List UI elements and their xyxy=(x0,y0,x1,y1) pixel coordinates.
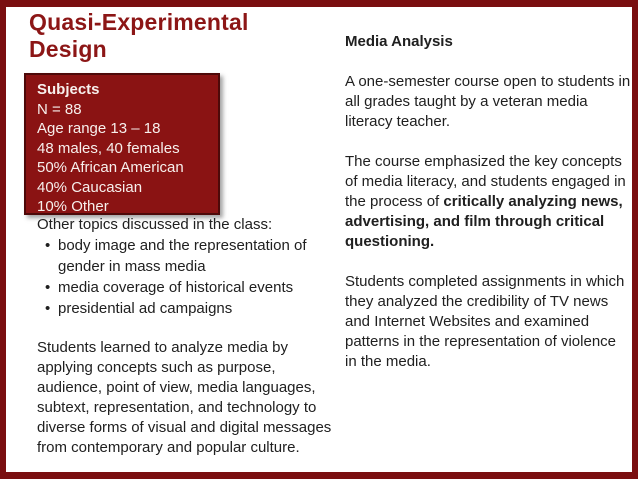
subjects-box: Subjects N = 88 Age range 13 – 18 48 mal… xyxy=(24,73,220,215)
topic-item: • body image and the representation of g… xyxy=(37,235,339,277)
topic-item-label: presidential ad campaigns xyxy=(58,300,233,317)
right-paragraph-2-bold: critically analyzing news, advertising, … xyxy=(345,193,623,250)
right-paragraph-2-normal: The course emphasized the key concepts o… xyxy=(345,153,626,210)
topics-section: Other topics discussed in the class: • b… xyxy=(37,214,339,319)
subjects-line: 10% Other xyxy=(37,198,109,215)
topic-item-label: body image and the representation of gen… xyxy=(58,237,307,275)
topic-item-label: media coverage of historical events xyxy=(58,279,294,296)
media-analysis-heading: Media Analysis xyxy=(345,33,453,50)
subjects-line: 40% Caucasian xyxy=(37,178,143,196)
subjects-line: 50% African American xyxy=(37,159,184,176)
bullet-icon: • xyxy=(45,237,51,254)
subjects-line: 48 males, 40 females xyxy=(37,139,180,157)
subjects-heading: Subjects xyxy=(37,81,100,98)
bullet-icon: • xyxy=(45,279,51,296)
right-paragraph-1: A one-semester course open to students i… xyxy=(345,73,631,130)
right-paragraph-3: Students completed assignments in which … xyxy=(345,273,625,370)
media-analysis-section: Media Analysis A one-semester course ope… xyxy=(345,32,631,372)
subjects-line: N = 88 xyxy=(37,100,82,118)
bullet-icon: • xyxy=(45,300,51,317)
topics-list: • body image and the representation of g… xyxy=(37,235,339,319)
topic-item: • media coverage of historical events xyxy=(37,277,339,298)
topic-item: • presidential ad campaigns xyxy=(37,298,339,319)
left-paragraph: Students learned to analyze media by app… xyxy=(37,339,332,456)
right-paragraph-2: The course emphasized the key concepts o… xyxy=(345,152,631,252)
subjects-line: Age range 13 – 18 xyxy=(37,120,161,137)
topics-heading: Other topics discussed in the class: xyxy=(37,216,273,233)
slide-title: Quasi-Experimental Design xyxy=(29,9,249,62)
